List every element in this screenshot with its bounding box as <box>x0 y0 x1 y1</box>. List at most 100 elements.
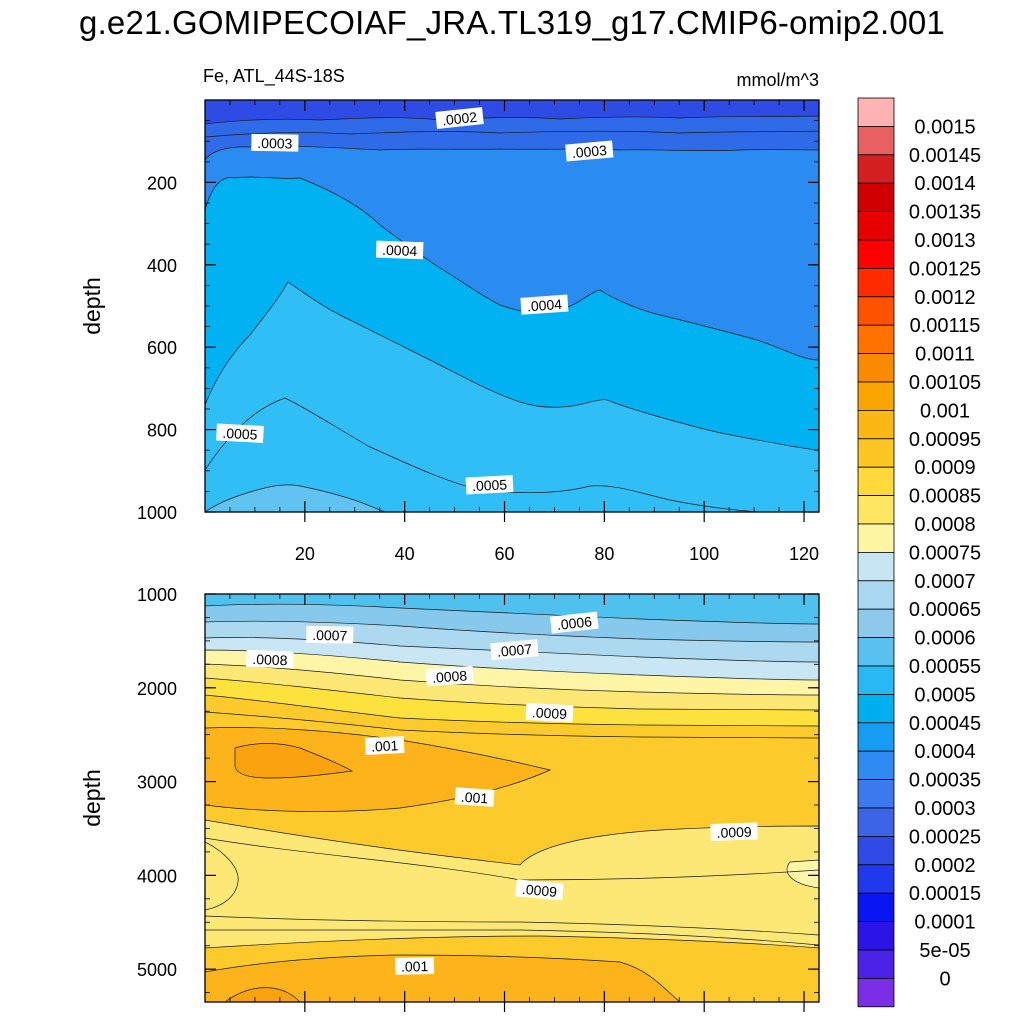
x-tick-label: 40 <box>395 544 415 564</box>
lower-contour-label: .0008 <box>425 665 474 687</box>
upper-contour-label-bg <box>435 107 484 129</box>
x-tick-label: 100 <box>689 544 719 564</box>
colorbar-box <box>857 296 895 326</box>
upper-contour-label: .0003 <box>565 140 614 162</box>
colorbar-tick-label: 0.00095 <box>909 429 981 451</box>
colorbar-tick-label: 0.00025 <box>909 826 981 848</box>
upper-y-tick-label: 600 <box>147 338 177 358</box>
lower-axis-ticks: 1000 2000 3000 4000 5000 <box>137 585 819 1012</box>
colorbar-tick-label: 0.0005 <box>914 684 975 706</box>
colorbar-box <box>857 949 895 979</box>
lower-contour-label-text: .0009 <box>532 704 568 722</box>
colorbar-tick-label: 0.00045 <box>909 713 981 735</box>
units-label: mmol/m^3 <box>737 70 819 90</box>
upper-contour-label: .0002 <box>435 107 484 129</box>
lower-contour-label-text: .001 <box>401 958 429 974</box>
lower-contour-label: .0007 <box>490 639 539 661</box>
lower-contour-label-bg <box>490 639 539 661</box>
lower-contour-label: .0009 <box>710 822 758 842</box>
lower-contour-label: .001 <box>364 735 405 755</box>
colorbar-box <box>857 154 895 184</box>
colorbar-tick-label: 5e-05 <box>919 940 970 962</box>
colorbar-tick-label: 0.00065 <box>909 599 981 621</box>
colorbar-tick-label: 0.0013 <box>914 230 975 252</box>
upper-contour-label: .0005 <box>465 475 514 495</box>
upper-contour-label-text: .0004 <box>382 242 418 259</box>
lower-contour-label-text: .0008 <box>252 651 288 668</box>
upper-contour-label-bg <box>375 240 424 260</box>
lower-band-6b <box>205 819 819 949</box>
lower-y-tick-label: 4000 <box>137 866 177 886</box>
upper-band-6 <box>205 484 386 512</box>
colorbar-box <box>857 807 895 837</box>
colorbar-tick-label: 0.00145 <box>909 145 981 167</box>
chart-title: g.e21.GOMIPECOIAF_JRA.TL319_g17.CMIP6-om… <box>79 4 945 41</box>
lower-contour-label-bg <box>525 702 574 723</box>
upper-y-axis-label: depth <box>79 277 105 335</box>
lower-contour-label-text: .0008 <box>432 667 468 685</box>
lower-y-tick-label: 3000 <box>137 773 177 793</box>
lower-contour-label-text: .001 <box>371 737 399 754</box>
upper-contour-label-text: .0005 <box>472 476 508 494</box>
colorbar-box <box>857 466 895 497</box>
lower-contour-label-text: .0009 <box>521 881 558 900</box>
upper-axis-ticks: 200 400 600 800 1000 20 40 60 80 100 120 <box>137 99 819 564</box>
upper-contour-label-text: .0003 <box>571 142 608 161</box>
x-tick-label: 60 <box>494 544 514 564</box>
x-tick-label: 20 <box>295 544 315 564</box>
lower-contour-label-bg <box>395 957 435 975</box>
colorbar-box <box>857 552 895 582</box>
upper-contour-label-text: .0004 <box>526 296 562 314</box>
upper-band-5 <box>205 281 819 512</box>
colorbar-tick-label: 0.0015 <box>914 116 975 138</box>
colorbar-tick-label: 0.0009 <box>914 457 975 479</box>
lower-contour-label-bg <box>364 735 405 755</box>
upper-y-tick-label: 400 <box>147 256 177 276</box>
colorbar-tick-label: 0.0007 <box>914 571 975 593</box>
colorbar-tick-label: 0.0006 <box>914 628 975 650</box>
lower-contour-label: .001 <box>395 957 435 975</box>
colorbar-tick-label: 0.0001 <box>914 912 975 934</box>
lower-band-6c <box>205 841 239 911</box>
lower-plot-frame <box>204 593 820 1003</box>
lower-contour-label-text: .0009 <box>716 824 752 841</box>
variable-label: Fe, ATL_44S-18S <box>203 66 345 87</box>
x-tick-label: 80 <box>594 544 614 564</box>
lower-contour-label-text: .0007 <box>312 627 348 644</box>
upper-contour-label-bg <box>465 475 514 495</box>
upper-contour-labels: .0002 .0003 .0003 .0004 .0004 .0005 .0005 <box>216 107 614 495</box>
lower-y-tick-label: 5000 <box>137 960 177 980</box>
colorbar-tick-label: 0.0011 <box>915 344 975 366</box>
colorbar-box <box>857 324 895 355</box>
colorbar-tick-label: 0.00105 <box>909 372 981 394</box>
upper-contour-label-bg <box>216 423 264 443</box>
colorbar-box <box>857 892 895 923</box>
upper-contour-label: .0004 <box>520 294 569 315</box>
lower-contour-label: .0008 <box>246 649 294 669</box>
colorbar-box <box>857 637 895 667</box>
colorbar-tick-label: 0.00015 <box>909 883 981 905</box>
colorbar-box <box>857 921 895 951</box>
colorbar-box <box>857 381 895 411</box>
lower-contour-label-text: .0007 <box>496 641 533 660</box>
colorbar-tick-label: 0.0014 <box>914 173 975 195</box>
upper-contour-label-text: .0002 <box>441 109 478 129</box>
upper-y-tick-label: 200 <box>147 173 177 193</box>
lower-contour-label-bg <box>306 625 354 644</box>
colorbar-box <box>857 836 895 866</box>
colorbar-box <box>857 211 895 241</box>
colorbar-box <box>857 864 895 894</box>
colorbar-tick-label: 0.00125 <box>909 258 981 280</box>
upper-contour-label-text: .0003 <box>257 135 293 152</box>
colorbar-box <box>857 353 895 383</box>
colorbar-box <box>857 239 895 269</box>
colorbar-box <box>857 182 895 212</box>
lower-contour-label: .0009 <box>515 879 564 901</box>
upper-contour-label-bg <box>565 140 614 162</box>
lower-contour-label-bg <box>710 822 758 842</box>
colorbar-tick-label: 0.00035 <box>909 770 981 792</box>
colorbar-box <box>857 608 895 639</box>
lower-band-10 <box>234 743 354 779</box>
lower-contour-label-bg <box>425 665 474 687</box>
lower-y-tick-label: 2000 <box>137 679 177 699</box>
